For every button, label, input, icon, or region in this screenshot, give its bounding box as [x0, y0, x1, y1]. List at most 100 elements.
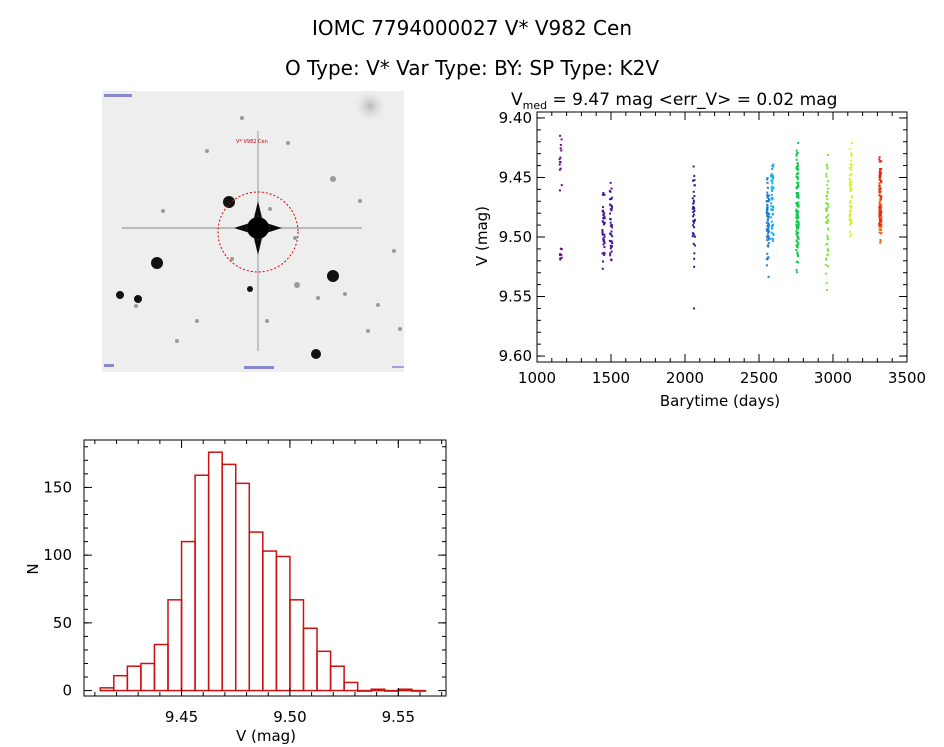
lc-point: [771, 167, 774, 170]
lc-point: [825, 288, 828, 291]
lc-point: [878, 222, 881, 225]
lc-point: [770, 208, 773, 211]
lc-point: [850, 195, 853, 198]
lc-point: [766, 229, 769, 232]
lc-point: [796, 220, 799, 223]
lc-point: [693, 221, 696, 224]
lc-point: [879, 218, 882, 221]
lc-point: [692, 219, 695, 222]
lc-point: [692, 233, 695, 236]
lc-point: [601, 209, 604, 212]
lc-point: [826, 243, 829, 246]
lc-point: [878, 188, 881, 191]
lc-point: [879, 214, 882, 217]
lc-title: Vmed = 9.47 mag <err_V> = 0.02 mag: [511, 90, 837, 112]
lc-point: [766, 206, 769, 209]
lc-point: [796, 205, 799, 208]
histogram-bar: [384, 689, 400, 692]
histogram-bar: [262, 550, 278, 692]
lc-point: [771, 212, 774, 215]
lc-point: [766, 211, 769, 214]
lc-point: [849, 181, 852, 184]
lc-point: [767, 200, 770, 203]
lc-point: [770, 225, 773, 228]
lc-point: [824, 257, 827, 260]
hist-frame: [83, 439, 447, 697]
lc-point: [878, 168, 881, 171]
lc-point: [878, 168, 881, 171]
lc-point: [796, 166, 799, 169]
lc-point: [795, 167, 798, 170]
lc-point: [879, 210, 882, 213]
lc-point: [796, 224, 799, 227]
lc-point: [559, 156, 562, 159]
lc-point: [880, 216, 883, 219]
lc-point: [880, 232, 883, 235]
lc-point: [766, 252, 769, 255]
lc-point: [766, 236, 769, 239]
lc-point: [848, 178, 851, 181]
lc-point: [827, 180, 830, 183]
lc-point: [610, 250, 613, 253]
lc-point: [693, 179, 696, 182]
lc-point: [879, 229, 882, 232]
lc-point: [797, 223, 800, 226]
lc-point: [772, 205, 775, 208]
lc-point: [602, 243, 605, 246]
lc-point: [825, 208, 828, 211]
lc-point: [795, 215, 798, 218]
lc-point: [850, 196, 853, 199]
hist-xlabel: V (mag): [236, 727, 296, 745]
lc-point: [878, 210, 881, 213]
lc-point: [795, 208, 798, 211]
lc-point: [797, 194, 800, 197]
lc-point: [603, 251, 606, 254]
lc-point: [766, 244, 769, 247]
lc-point: [878, 174, 881, 177]
lc-point: [602, 243, 605, 246]
lc-point: [879, 204, 882, 207]
lc-point: [603, 212, 606, 215]
lc-point: [825, 195, 828, 198]
lc-point: [611, 242, 614, 245]
lc-point: [849, 230, 852, 233]
lc-point: [765, 221, 768, 224]
lc-point: [879, 218, 882, 221]
lc-point: [878, 220, 881, 223]
lc-point: [879, 187, 882, 190]
lc-point: [796, 219, 799, 222]
lc-point: [797, 224, 800, 227]
lc-point: [879, 239, 882, 242]
lc-point: [879, 174, 882, 177]
lc-point: [766, 212, 769, 215]
lc-point: [796, 195, 799, 198]
lc-point: [609, 247, 612, 250]
lc-point: [824, 263, 827, 266]
lc-point: [767, 222, 770, 225]
lc-point: [609, 204, 612, 207]
lc-point: [767, 245, 770, 248]
histogram-bar: [126, 665, 142, 692]
lc-point: [826, 167, 829, 170]
lc-point: [766, 221, 769, 224]
lc-point: [693, 184, 696, 187]
lc-point: [880, 180, 883, 183]
lc-point: [603, 235, 606, 238]
lc-point: [878, 212, 881, 215]
lc-point: [602, 260, 605, 263]
lc-point: [795, 260, 798, 263]
lc-point: [795, 202, 798, 205]
lc-point: [771, 180, 774, 183]
lc-xtick-label: 2000: [666, 369, 704, 387]
lc-point: [880, 181, 883, 184]
lc-point: [879, 229, 882, 232]
lc-point: [693, 226, 696, 229]
lc-point: [796, 240, 799, 243]
lc-point: [601, 229, 604, 232]
lc-point: [608, 232, 611, 235]
lc-point: [827, 205, 830, 208]
lc-point: [795, 244, 798, 247]
lc-point: [692, 202, 695, 205]
lc-point: [826, 238, 829, 241]
lc-point: [796, 152, 799, 155]
